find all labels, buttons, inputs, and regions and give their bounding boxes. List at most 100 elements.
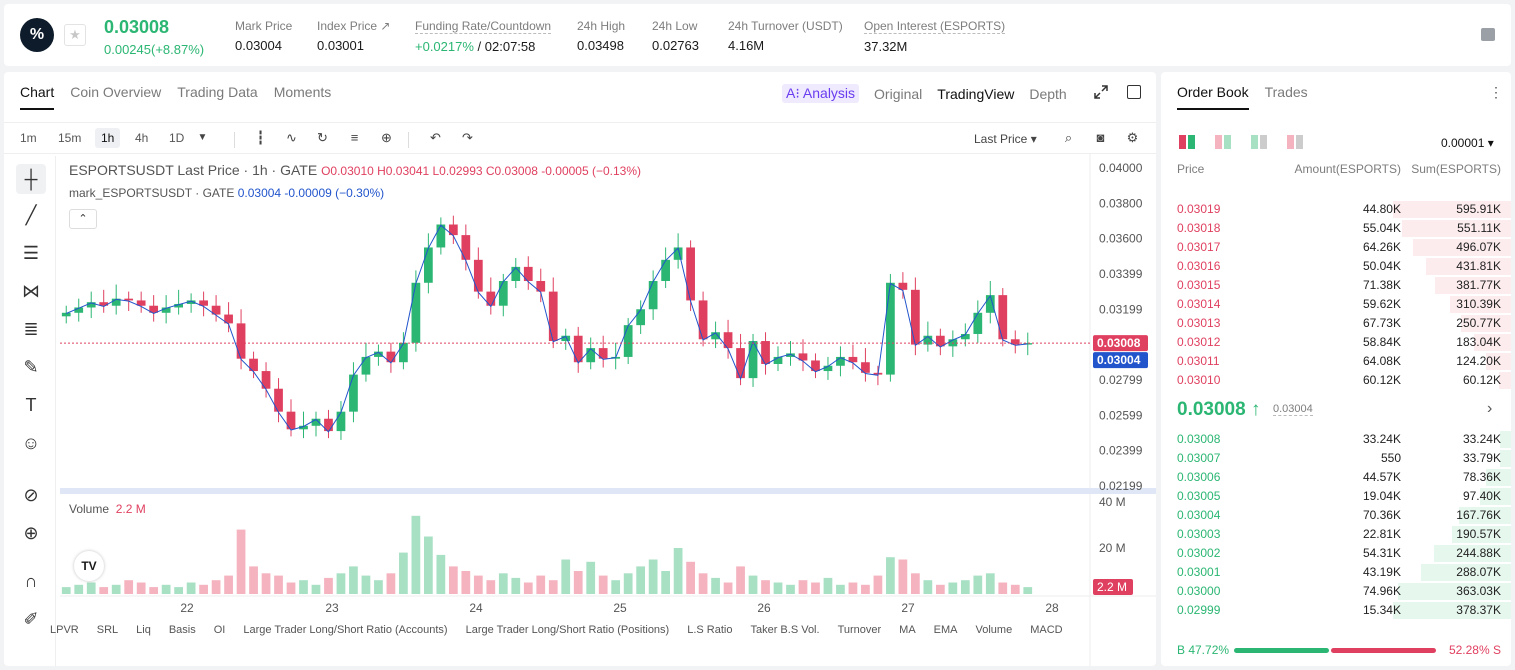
emoji-icon[interactable]: ☺: [21, 432, 41, 453]
pencil-lock-icon[interactable]: ✐: [23, 608, 39, 629]
timeframe-1m[interactable]: 1m: [20, 131, 37, 145]
ruler-icon[interactable]: ⊘: [23, 484, 39, 505]
tab-depth[interactable]: Depth: [1029, 85, 1067, 102]
view-asks-only-icon[interactable]: [1287, 135, 1303, 149]
depth-bar: [1413, 239, 1511, 256]
window-icon[interactable]: [1127, 85, 1141, 99]
bid-row[interactable]: 0.03004 70.36K 167.76K: [1161, 506, 1511, 525]
tab-trades[interactable]: Trades: [1264, 84, 1308, 100]
favorite-star-icon[interactable]: ★: [64, 24, 86, 46]
tab-chart[interactable]: Chart: [20, 84, 55, 110]
tab-tradingview[interactable]: TradingView: [937, 85, 1015, 102]
candle-body: [711, 332, 720, 340]
pattern-icon[interactable]: ⋈: [22, 280, 40, 301]
indicator-4[interactable]: OI: [213, 624, 226, 636]
bid-row[interactable]: 0.03007 550 33.79K: [1161, 449, 1511, 468]
indicator-7[interactable]: L.S Ratio: [687, 624, 733, 636]
add-indicator-icon[interactable]: ⊕: [381, 130, 392, 145]
expand-icon[interactable]: [1094, 85, 1108, 99]
brush-icon[interactable]: ✎: [23, 356, 39, 377]
ask-row[interactable]: 0.03019 44.80K 595.91K: [1161, 200, 1511, 219]
ask-row[interactable]: 0.03017 64.26K 496.07K: [1161, 238, 1511, 257]
bid-row[interactable]: 0.02999 15.34K 378.37K: [1161, 601, 1511, 620]
ask-row[interactable]: 0.03012 58.84K 183.04K: [1161, 333, 1511, 352]
indicators-icon[interactable]: ∿: [286, 130, 297, 145]
indicator-3[interactable]: Basis: [168, 624, 196, 636]
row-sum: 381.77K: [1456, 278, 1501, 292]
tab-order-book[interactable]: Order Book: [1177, 84, 1249, 110]
indicator-12[interactable]: Volume: [975, 624, 1013, 636]
bid-row[interactable]: 0.03002 54.31K 244.88K: [1161, 544, 1511, 563]
indicator-1[interactable]: SRL: [96, 624, 119, 636]
bid-row[interactable]: 0.03003 22.81K 190.57K: [1161, 525, 1511, 544]
bid-row[interactable]: 0.03000 74.96K 363.03K: [1161, 582, 1511, 601]
tab-original[interactable]: Original: [874, 85, 923, 102]
fib-icon[interactable]: ≣: [23, 318, 39, 339]
tab-trading-data[interactable]: Trading Data: [177, 84, 258, 100]
magnet-icon[interactable]: ∩: [24, 570, 38, 591]
ask-row[interactable]: 0.03010 60.12K 60.12K: [1161, 371, 1511, 390]
tradingview-logo: TV: [74, 551, 104, 581]
list-icon[interactable]: ≡: [350, 130, 359, 145]
bid-row[interactable]: 0.03008 33.24K 33.24K: [1161, 430, 1511, 449]
crosshair-icon[interactable]: ┼: [16, 164, 46, 194]
collapse-legend-button[interactable]: ⌃: [69, 209, 97, 229]
volume-bar: [136, 582, 146, 594]
ask-row[interactable]: 0.03015 71.38K 381.77K: [1161, 276, 1511, 295]
zoom-in-icon[interactable]: ⊕: [23, 522, 39, 543]
timeframe-15m[interactable]: 15m: [58, 131, 82, 145]
stat-index-price[interactable]: Index Price ↗ 0.03001: [317, 19, 391, 53]
undo-icon[interactable]: ↶: [430, 130, 441, 145]
ask-row[interactable]: 0.03013 67.73K 250.77K: [1161, 314, 1511, 333]
view-tabs: A⁝ Analysis Original TradingView Depth: [782, 84, 1082, 103]
horizontal-lines-icon[interactable]: ☰: [22, 242, 40, 263]
candle-body: [811, 360, 820, 372]
timeframe-1h[interactable]: 1h: [95, 128, 121, 148]
camera-icon[interactable]: ◙: [1096, 130, 1105, 145]
row-amount: 550: [1380, 451, 1401, 465]
view-asks-icon[interactable]: [1251, 135, 1267, 149]
precision-select[interactable]: 0.00001 ▾: [1441, 136, 1494, 150]
depth-bar: [1393, 602, 1511, 619]
indicator-13[interactable]: MACD: [1030, 624, 1063, 636]
ask-row[interactable]: 0.03016 50.04K 431.81K: [1161, 257, 1511, 276]
refresh-icon[interactable]: ↻: [317, 130, 328, 145]
view-both-icon[interactable]: [1179, 135, 1195, 149]
indicator-6[interactable]: Large Trader Long/Short Ratio (Positions…: [465, 624, 670, 636]
bid-row[interactable]: 0.03006 44.57K 78.36K: [1161, 468, 1511, 487]
book-icon[interactable]: [1481, 28, 1495, 41]
more-options-icon[interactable]: ⋮: [1489, 84, 1503, 100]
volume-bar: [436, 554, 446, 594]
timeframe-1d[interactable]: 1D: [169, 131, 185, 145]
indicator-5[interactable]: Large Trader Long/Short Ratio (Accounts): [243, 624, 448, 636]
tab-analysis[interactable]: A⁝ Analysis: [782, 84, 860, 103]
indicator-9[interactable]: Turnover: [837, 624, 882, 636]
chevron-right-icon[interactable]: ›: [1487, 400, 1493, 417]
indicator-8[interactable]: Taker B.S Vol.: [750, 624, 820, 636]
candle-type-icon[interactable]: ┇: [256, 130, 265, 145]
price-type-select[interactable]: Last Price ▾: [974, 132, 1037, 146]
view-bids-icon[interactable]: [1215, 135, 1231, 149]
timeframe-4h[interactable]: 4h: [135, 131, 149, 145]
trendline-icon[interactable]: ╱: [25, 204, 37, 225]
text-tool-icon[interactable]: T: [25, 394, 37, 415]
ask-row[interactable]: 0.03014 59.62K 310.39K: [1161, 295, 1511, 314]
indicator-11[interactable]: EMA: [933, 624, 958, 636]
tab-moments[interactable]: Moments: [273, 84, 332, 100]
gear-icon[interactable]: ⚙: [1126, 130, 1139, 145]
indicator-2[interactable]: Liq: [136, 624, 151, 636]
bid-row[interactable]: 0.03005 19.04K 97.40K: [1161, 487, 1511, 506]
price-chart[interactable]: 0.04000 0.03800 0.03600 0.03399 0.03199 0.027…: [4, 72, 1156, 666]
volume-bar: [611, 580, 621, 594]
ask-row[interactable]: 0.03018 55.04K 551.11K: [1161, 219, 1511, 238]
time-tick: 25: [613, 601, 627, 615]
indicator-10[interactable]: MA: [899, 624, 916, 636]
indicator-0[interactable]: LPVR: [50, 624, 79, 636]
redo-icon[interactable]: ↷: [462, 130, 473, 145]
candle-body: [786, 353, 795, 357]
tab-coin-overview[interactable]: Coin Overview: [70, 84, 162, 100]
chevron-down-icon[interactable]: ▼: [197, 132, 208, 143]
bid-row[interactable]: 0.03001 43.19K 288.07K: [1161, 563, 1511, 582]
ask-row[interactable]: 0.03011 64.08K 124.20K: [1161, 352, 1511, 371]
search-icon[interactable]: ⌕: [1064, 130, 1073, 145]
